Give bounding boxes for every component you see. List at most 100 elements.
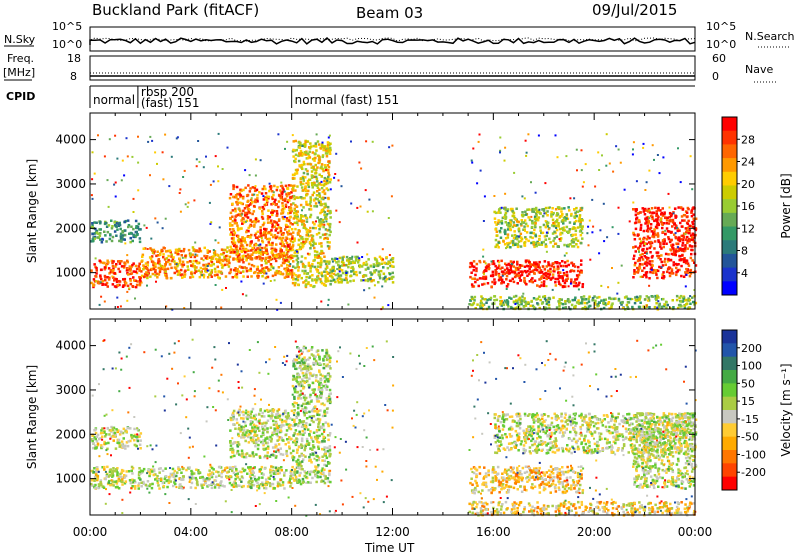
power-cell (544, 238, 547, 241)
power-cell (577, 273, 581, 277)
power-cell (310, 234, 313, 237)
power-cell (226, 246, 229, 249)
power-cell (641, 252, 644, 256)
power-cell (633, 271, 636, 274)
power-cell (345, 274, 348, 277)
power-cell (648, 211, 652, 214)
power-cell (323, 182, 326, 186)
power-cell (483, 282, 486, 286)
power-cell (95, 266, 98, 270)
power-cell (647, 296, 650, 299)
power-cell (221, 288, 224, 291)
power-cell (563, 285, 566, 288)
power-cell (688, 237, 691, 241)
velocity-cell (279, 452, 283, 456)
power-cell (520, 273, 524, 277)
power-cell (546, 210, 549, 213)
power-cell (98, 234, 102, 238)
power-cell (377, 270, 381, 273)
power-cell (205, 270, 208, 274)
power-cell (326, 164, 330, 167)
power-cell (639, 301, 642, 304)
power-cell (675, 242, 678, 245)
power-cell (265, 261, 268, 265)
power-cell (240, 280, 243, 283)
power-cell (94, 227, 97, 231)
power-cell (626, 306, 629, 309)
power-cell (187, 248, 191, 252)
power-cell (152, 266, 156, 269)
power-cell (689, 155, 692, 158)
power-cell (372, 263, 376, 266)
power-cell (202, 166, 205, 169)
power-cell (287, 219, 291, 222)
velocity-cell (105, 473, 109, 477)
power-cell (617, 148, 620, 151)
power-cell (276, 231, 280, 235)
power-cell (231, 209, 235, 212)
velocity-cell (129, 481, 132, 484)
velocity-cell (213, 486, 217, 489)
power-cell (339, 274, 343, 277)
power-cell (638, 259, 642, 262)
velocity-cell (227, 470, 230, 473)
power-cell (553, 242, 557, 245)
power-cell (209, 222, 212, 225)
nsky-tick-top: 10^5 (52, 20, 82, 33)
power-cell (313, 223, 316, 226)
power-cell (301, 236, 304, 238)
velocity-cell (249, 466, 252, 469)
power-cell (293, 237, 296, 240)
power-cell (111, 283, 115, 286)
power-cell (634, 250, 637, 253)
power-cell (368, 287, 371, 290)
power-cell (683, 306, 687, 309)
power-cell (542, 282, 546, 286)
power-cell (523, 228, 526, 231)
velocity-cell (152, 473, 155, 477)
velocity-cell (269, 426, 273, 429)
power-cell (164, 268, 167, 271)
velocity-cell (120, 468, 124, 472)
power-cell (643, 266, 646, 270)
power-cell (642, 244, 646, 247)
power-cell (633, 272, 636, 275)
power-cell (154, 262, 157, 266)
power-cell (104, 221, 107, 225)
power-cell (565, 217, 568, 220)
power-cell (195, 259, 198, 263)
power-cell (267, 195, 271, 199)
power-cell (279, 272, 283, 276)
power-cell (568, 209, 571, 212)
velocity-cell (234, 485, 238, 488)
velocity-cell (230, 483, 234, 487)
velocity-cell (136, 438, 139, 441)
velocity-cell (154, 478, 157, 481)
power-cell (254, 236, 258, 239)
power-cell (483, 277, 486, 281)
power-cell (259, 232, 262, 235)
power-cell (260, 237, 263, 239)
power-cell (260, 246, 264, 250)
power-cell (606, 236, 609, 239)
velocity-cell (248, 430, 251, 433)
power-cell (290, 254, 293, 257)
power-cell (309, 247, 312, 250)
power-cell (497, 221, 500, 224)
power-cell (580, 271, 583, 274)
power-cell (137, 265, 141, 268)
power-cell (214, 270, 217, 273)
power-cell (533, 217, 537, 221)
power-cell (232, 258, 235, 261)
power-cell (533, 215, 537, 218)
power-cell (349, 274, 352, 278)
power-cell (497, 278, 501, 282)
power-cell (260, 234, 263, 238)
power-cell (319, 182, 322, 185)
power-cell (478, 277, 482, 280)
power-cell (353, 261, 356, 264)
power-cell (598, 252, 601, 255)
power-cell (304, 256, 307, 260)
velocity-cell (288, 479, 291, 482)
power-cell (288, 271, 292, 275)
